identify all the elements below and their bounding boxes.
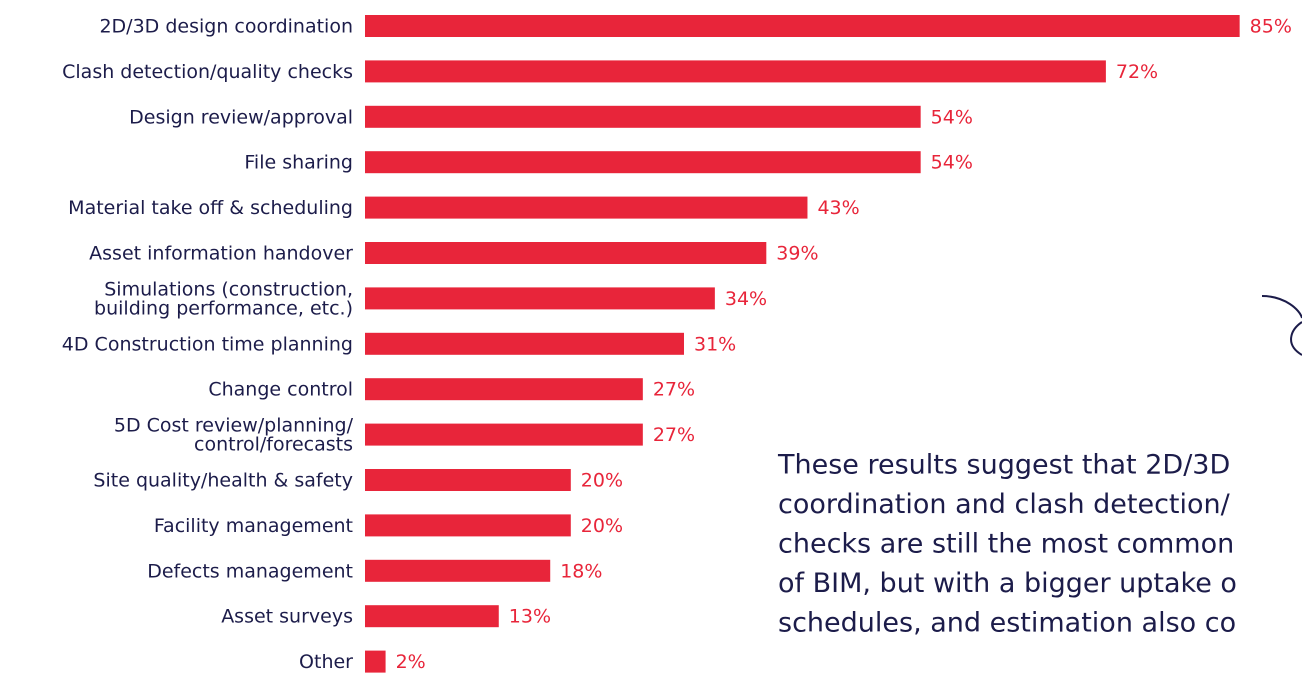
value-label: 27% <box>653 379 695 401</box>
category-label: Change control <box>208 379 353 401</box>
value-label: 18% <box>560 560 602 582</box>
value-label: 34% <box>725 288 767 310</box>
value-label: 20% <box>581 515 623 537</box>
category-label: Material take off & scheduling <box>68 197 353 219</box>
category-label: File sharing <box>244 152 353 174</box>
annotation: These results suggest that 2D/3D coordina… <box>777 450 1237 639</box>
bar <box>365 605 499 628</box>
category-label: 5D Cost review/planning/ <box>114 415 354 437</box>
value-label: 39% <box>776 243 818 265</box>
category-label: building performance, etc.) <box>94 297 353 319</box>
bar <box>365 196 808 219</box>
value-label: 13% <box>509 606 551 628</box>
bar <box>365 423 643 446</box>
category-label: control/forecasts <box>194 434 353 456</box>
bar <box>365 151 921 174</box>
category-label: Design review/approval <box>129 106 353 128</box>
annotation-line: schedules, and estimation also co <box>778 608 1236 639</box>
value-label: 54% <box>931 152 973 174</box>
value-label: 85% <box>1250 16 1292 38</box>
bar <box>365 469 571 491</box>
bar <box>365 60 1106 83</box>
value-label: 27% <box>653 424 695 446</box>
category-label: Other <box>299 651 353 673</box>
decoration-curve <box>1261 295 1302 356</box>
category-label: Site quality/health & safety <box>93 470 353 492</box>
category-label: Defects management <box>147 560 353 582</box>
annotation-line: These results suggest that 2D/3D <box>777 450 1230 481</box>
bar <box>365 514 571 537</box>
value-label: 20% <box>581 470 623 492</box>
annotation-line: checks are still the most common <box>778 529 1234 560</box>
bar <box>365 15 1240 37</box>
annotation-line: coordination and clash detection/ <box>778 489 1231 520</box>
category-label: Facility management <box>154 515 353 537</box>
value-label: 43% <box>817 197 859 219</box>
bar <box>365 287 715 310</box>
value-label: 2% <box>396 651 426 673</box>
bar <box>365 559 551 582</box>
value-label: 72% <box>1116 61 1158 83</box>
category-label: 4D Construction time planning <box>62 333 353 355</box>
category-label: Simulations (construction, <box>104 278 353 300</box>
bar <box>365 650 386 673</box>
category-label: Asset surveys <box>221 606 353 628</box>
bar <box>365 105 921 128</box>
value-label: 54% <box>931 106 973 128</box>
category-label: 2D/3D design coordination <box>99 16 353 38</box>
bar <box>365 242 767 264</box>
bar <box>365 378 643 401</box>
category-label: Clash detection/quality checks <box>62 61 353 83</box>
category-label: Asset information handover <box>89 243 353 265</box>
bar <box>365 332 684 355</box>
value-label: 31% <box>694 333 736 355</box>
annotation-line: of BIM, but with a bigger uptake o <box>778 568 1237 599</box>
